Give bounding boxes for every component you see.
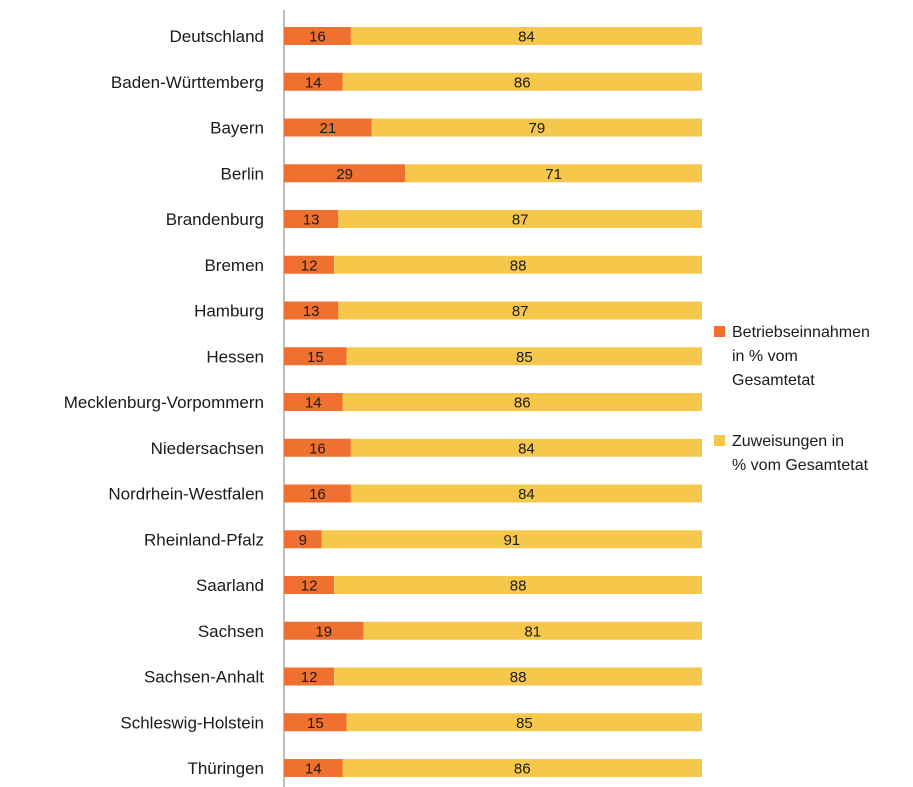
data-label: 85 bbox=[516, 349, 533, 366]
data-label: 84 bbox=[518, 440, 535, 457]
category-label: Baden-Württemberg bbox=[111, 73, 264, 92]
bar-betriebseinnahmen bbox=[284, 576, 335, 594]
data-label: 79 bbox=[529, 120, 546, 137]
bar-zuweisungen bbox=[321, 530, 702, 549]
data-label: 12 bbox=[301, 578, 318, 595]
legend-label: Betriebseinnahmen in % vom Gesamtetat bbox=[732, 324, 870, 389]
legend-swatch bbox=[714, 435, 725, 446]
category-label: Thüringen bbox=[187, 759, 264, 778]
bar-betriebseinnahmen bbox=[284, 347, 347, 366]
bar-betriebseinnahmen bbox=[284, 530, 322, 549]
data-label: 21 bbox=[320, 120, 337, 137]
bar-betriebseinnahmen bbox=[284, 72, 343, 91]
data-label: 84 bbox=[518, 486, 535, 503]
data-label: 16 bbox=[309, 29, 326, 46]
bar-betriebseinnahmen bbox=[284, 301, 339, 320]
category-label: Nordrhein-Westfalen bbox=[108, 485, 264, 504]
bar-betriebseinnahmen bbox=[284, 27, 351, 45]
bar-zuweisungen bbox=[350, 27, 702, 45]
bar-betriebseinnahmen bbox=[284, 621, 364, 640]
category-label: Bremen bbox=[204, 256, 264, 275]
category-label: Saarland bbox=[196, 576, 264, 595]
bar-zuweisungen bbox=[346, 347, 702, 366]
category-label: Schleswig-Holstein bbox=[120, 713, 264, 732]
bar-zuweisungen bbox=[342, 759, 702, 777]
bar-betriebseinnahmen bbox=[284, 118, 372, 137]
bar-zuweisungen bbox=[338, 301, 702, 320]
data-label: 88 bbox=[510, 257, 527, 274]
bar-zuweisungen bbox=[346, 713, 702, 732]
data-label: 12 bbox=[301, 257, 318, 274]
data-label: 84 bbox=[518, 29, 535, 46]
data-label: 87 bbox=[512, 212, 529, 229]
data-label: 16 bbox=[309, 440, 326, 457]
data-label: 12 bbox=[301, 669, 318, 686]
bar-betriebseinnahmen bbox=[284, 484, 351, 503]
bar-zuweisungen bbox=[342, 72, 702, 91]
category-label: Hessen bbox=[206, 347, 264, 366]
bar-zuweisungen bbox=[371, 118, 702, 137]
bar-zuweisungen bbox=[405, 164, 702, 183]
bar-zuweisungen bbox=[334, 667, 702, 686]
data-label: 71 bbox=[545, 166, 562, 183]
category-label: Sachsen-Anhalt bbox=[144, 668, 264, 687]
data-label: 19 bbox=[315, 623, 332, 640]
data-label: 15 bbox=[307, 349, 324, 366]
data-label: 15 bbox=[307, 715, 324, 732]
bar-betriebseinnahmen bbox=[284, 438, 351, 457]
bar-betriebseinnahmen bbox=[284, 164, 406, 183]
data-label: 86 bbox=[514, 395, 531, 412]
bar-zuweisungen bbox=[334, 255, 702, 274]
bar-zuweisungen bbox=[363, 621, 702, 640]
bar-betriebseinnahmen bbox=[284, 210, 339, 228]
category-label: Deutschland bbox=[169, 27, 264, 46]
category-label: Bayern bbox=[210, 119, 264, 138]
data-label: 13 bbox=[303, 303, 320, 320]
bar-betriebseinnahmen bbox=[284, 713, 347, 732]
data-label: 87 bbox=[512, 303, 529, 320]
category-label: Sachsen bbox=[198, 622, 264, 641]
data-label: 9 bbox=[299, 532, 307, 549]
data-label: 88 bbox=[510, 669, 527, 686]
data-label: 14 bbox=[305, 74, 322, 91]
category-label: Mecklenburg-Vorpommern bbox=[64, 393, 264, 412]
category-label: Brandenburg bbox=[166, 210, 264, 229]
legend-label: Zuweisungen in% vom Gesamtetat bbox=[732, 433, 869, 474]
bar-zuweisungen bbox=[334, 576, 702, 594]
bar-betriebseinnahmen bbox=[284, 393, 343, 411]
data-label: 14 bbox=[305, 761, 322, 778]
bar-betriebseinnahmen bbox=[284, 759, 343, 777]
bar-zuweisungen bbox=[350, 484, 702, 503]
legend-swatch bbox=[714, 326, 725, 337]
category-label: Niedersachsen bbox=[151, 439, 264, 458]
data-label: 85 bbox=[516, 715, 533, 732]
data-label: 13 bbox=[303, 212, 320, 229]
category-label: Hamburg bbox=[194, 302, 264, 321]
data-label: 14 bbox=[305, 395, 322, 412]
category-label: Berlin bbox=[221, 164, 264, 183]
bar-betriebseinnahmen bbox=[284, 255, 335, 274]
data-label: 88 bbox=[510, 578, 527, 595]
data-label: 86 bbox=[514, 74, 531, 91]
data-label: 16 bbox=[309, 486, 326, 503]
data-label: 91 bbox=[503, 532, 520, 549]
data-label: 86 bbox=[514, 761, 531, 778]
bar-zuweisungen bbox=[338, 210, 702, 228]
data-label: 29 bbox=[336, 166, 353, 183]
bar-betriebseinnahmen bbox=[284, 667, 335, 686]
category-label: Rheinland-Pfalz bbox=[144, 530, 264, 549]
data-label: 81 bbox=[524, 623, 541, 640]
bar-zuweisungen bbox=[350, 438, 702, 457]
bar-zuweisungen bbox=[342, 393, 702, 411]
